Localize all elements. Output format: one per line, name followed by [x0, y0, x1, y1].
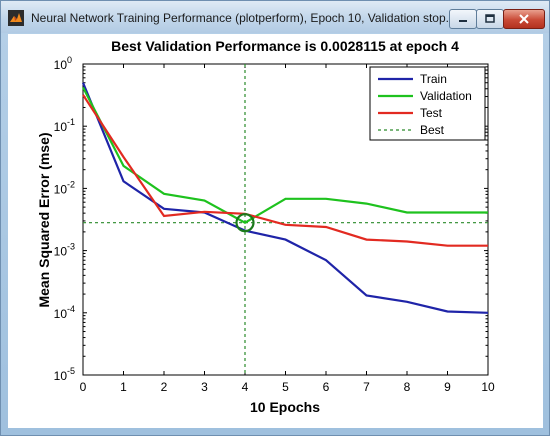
y-tick-exponent: -2 [67, 179, 75, 189]
y-tick-label: 10 [54, 182, 68, 196]
legend-label-validation: Validation [420, 89, 472, 103]
y-tick-label: 10 [54, 120, 68, 134]
best-point-marker [235, 213, 255, 233]
matlab-icon [8, 10, 24, 26]
x-tick-label: 8 [404, 380, 411, 394]
x-tick-label: 2 [161, 380, 168, 394]
legend-label-best: Best [420, 123, 445, 137]
y-tick-exponent: 0 [67, 55, 72, 65]
validation-series-line [82, 86, 488, 224]
y-tick-label: 10 [54, 307, 68, 321]
figure-area: Best Validation Performance is 0.0028115… [8, 34, 543, 428]
close-button[interactable] [503, 9, 545, 29]
x-tick-label: 5 [282, 380, 289, 394]
train-series-line [81, 82, 489, 314]
y-tick-exponent: -1 [67, 117, 75, 127]
test-series-line [82, 94, 488, 247]
maximize-button[interactable] [476, 9, 504, 29]
y-tick-exponent: -5 [67, 366, 75, 376]
y-tick-label: 10 [54, 245, 68, 259]
maximize-icon [485, 14, 495, 23]
x-tick-label: 6 [323, 380, 330, 394]
x-tick-label: 4 [242, 380, 249, 394]
chart-title: Best Validation Performance is 0.0028115… [111, 38, 459, 54]
legend-label-test: Test [420, 106, 443, 120]
x-tick-label: 9 [444, 380, 451, 394]
x-tick-label: 0 [80, 380, 87, 394]
x-tick-label: 3 [201, 380, 208, 394]
x-axis-label: 10 Epochs [250, 399, 320, 415]
title-bar[interactable]: Neural Network Training Performance (plo… [1, 1, 549, 33]
y-tick-exponent: -4 [67, 304, 75, 314]
legend: Train Validation Test Best [369, 66, 486, 141]
y-tick-label: 10 [54, 58, 68, 72]
close-icon [519, 14, 529, 24]
x-tick-label: 1 [120, 380, 127, 394]
y-tick-label: 10 [54, 369, 68, 383]
x-tick-label: 7 [363, 380, 370, 394]
window-title: Neural Network Training Performance (plo… [31, 11, 449, 25]
x-tick-label: 10 [481, 380, 495, 394]
y-axis-label: Mean Squared Error (mse) [36, 132, 52, 307]
minimize-icon [459, 20, 467, 22]
legend-label-train: Train [420, 72, 447, 86]
y-tick-exponent: -3 [67, 242, 75, 252]
minimize-button[interactable] [449, 9, 477, 29]
performance-chart: Best Validation Performance is 0.0028115… [36, 38, 495, 415]
